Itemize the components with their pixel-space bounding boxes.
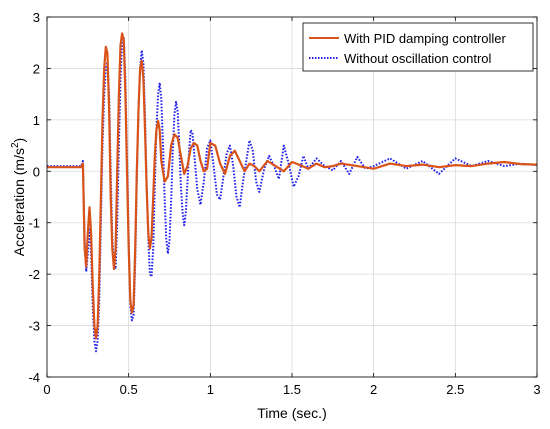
legend: With PID damping controller Without osci… — [302, 22, 534, 72]
y-tick-label: -3 — [28, 319, 40, 334]
ticks: 0 0.5 1 1.5 2 2.5 3 -4 -3 -2 -1 0 1 2 3 — [28, 10, 540, 397]
series-line-no-control — [47, 36, 537, 353]
y-tick-label: 1 — [33, 113, 40, 128]
y-tick-label: -1 — [28, 216, 40, 231]
y-tick-label: 2 — [33, 61, 40, 76]
series-layer — [47, 32, 537, 353]
legend-label-no-control: Without oscillation control — [344, 51, 492, 66]
y-tick-label: -4 — [28, 370, 40, 385]
y-tick-label: 0 — [33, 164, 40, 179]
plot-area — [47, 32, 537, 353]
legend-label-pid: With PID damping controller — [344, 31, 507, 46]
x-tick-label: 2 — [370, 382, 377, 397]
y-axis-label-superscript: 2 — [10, 142, 21, 148]
x-tick-label: 2.5 — [446, 382, 464, 397]
y-tick-label: -2 — [28, 267, 40, 282]
y-axis-label-text: Acceleration (m/s — [11, 148, 27, 256]
y-axis-label: Acceleration (m/s2) — [10, 138, 27, 256]
x-tick-label: 1 — [207, 382, 214, 397]
x-tick-label: 0.5 — [120, 382, 138, 397]
series-line-pid — [47, 32, 537, 340]
x-tick-label: 0 — [43, 382, 50, 397]
x-tick-label: 1.5 — [283, 382, 301, 397]
x-axis-label: Time (sec.) — [257, 405, 326, 421]
legend-box — [302, 22, 534, 72]
x-tick-label: 3 — [533, 382, 540, 397]
y-axis-label-close: ) — [11, 138, 27, 143]
y-tick-label: 3 — [33, 10, 40, 25]
